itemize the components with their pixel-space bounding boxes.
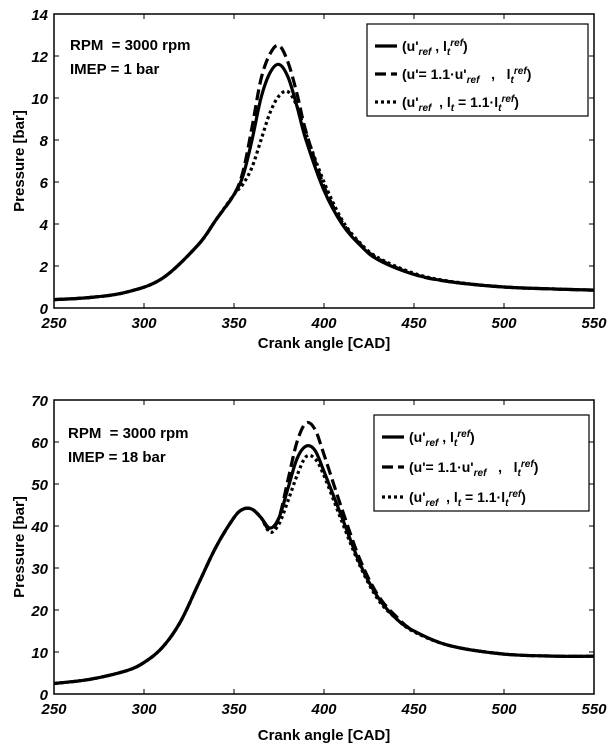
y-tick-label: 8 (40, 133, 49, 150)
x-axis-label: Crank angle [CAD] (258, 727, 391, 744)
x-tick-label: 500 (491, 315, 517, 332)
y-tick-label: 2 (39, 259, 49, 276)
legend-entry: (u'ref , lt = 1.1·ltref) (409, 489, 526, 509)
y-tick-label: 0 (40, 687, 49, 704)
x-tick-label: 400 (310, 701, 337, 718)
legend-box (373, 414, 590, 512)
legend-text-part: (u'= 1.1·u' (402, 66, 467, 82)
y-tick-label: 60 (31, 435, 48, 452)
legend-text-part: ref (467, 75, 481, 86)
legend-box (366, 23, 589, 117)
x-tick-label: 250 (40, 701, 67, 718)
legend-text-part: ref (474, 468, 488, 479)
legend-text-part: = 1.1·l (454, 94, 498, 110)
legend-text-part: ) (514, 94, 519, 110)
x-tick-label: 350 (221, 315, 247, 332)
legend-text-part: t (454, 438, 458, 449)
x-tick-label: 300 (131, 315, 157, 332)
annotation-text: RPM = 3000 rpm (68, 425, 188, 442)
legend-text-part: , l (486, 459, 517, 475)
series-line-dashed (53, 420, 595, 686)
legend-text-part: (u' (409, 429, 426, 445)
x-tick-label: 500 (491, 701, 517, 718)
legend-text-part: , l (479, 66, 510, 82)
series-layer (53, 43, 595, 302)
x-tick-label: 550 (581, 315, 607, 332)
y-tick-label: 10 (31, 91, 48, 108)
x-axis-label: Crank angle [CAD] (258, 335, 391, 352)
legend-text-part: ) (534, 459, 539, 475)
legend-text-part: ref (419, 103, 433, 114)
legend-text-part: ref (514, 66, 528, 77)
y-tick-label: 4 (39, 217, 49, 234)
chart-panel-1: 250 300 350 400 450 500 550 0 2 4 6 8 10 12 14 Crank an… (11, 7, 607, 352)
legend-text-part: ref (450, 38, 464, 49)
legend-text-part: ref (419, 47, 433, 58)
annotation-text: IMEP = 18 bar (68, 449, 166, 466)
legend-text-part: (u' (402, 38, 419, 54)
legend-text-part: (u' (402, 94, 419, 110)
legend-text-part: , l (438, 489, 457, 505)
legend-text-part: , l (438, 429, 454, 445)
y-tick-label: 20 (30, 603, 48, 620)
y-tick-label: 10 (31, 645, 48, 662)
y-tick-label: 40 (30, 519, 48, 536)
legend-text-part: (u'= 1.1·u' (409, 459, 474, 475)
legend-entry: (u'ref , ltref) (409, 429, 475, 449)
y-tick-label: 6 (40, 175, 49, 192)
series-line-dotted (53, 89, 595, 302)
legend-text-part: , l (431, 38, 447, 54)
legend-text-part: t (458, 498, 462, 509)
y-tick-label: 70 (31, 393, 48, 410)
y-tick-label: 12 (31, 49, 48, 66)
legend: (u'ref , ltref)(u'= 1.1·u'ref , ltref)(u… (373, 414, 590, 512)
series-layer (53, 420, 595, 686)
legend-text-part: ref (457, 429, 471, 440)
legend-text-part: ref (426, 438, 440, 449)
legend-text-part: (u' (409, 489, 426, 505)
legend-text-part: t (447, 47, 451, 58)
legend-text-part: ref (508, 489, 522, 500)
x-tick-label: 250 (40, 315, 67, 332)
y-axis-label: Pressure [bar] (11, 496, 28, 598)
y-tick-label: 50 (31, 477, 48, 494)
legend-text-part: t (511, 75, 515, 86)
legend-text-part: ) (470, 429, 475, 445)
legend-text-part: t (451, 103, 455, 114)
y-axis-label: Pressure [bar] (11, 110, 28, 212)
legend-text-part: t (518, 468, 522, 479)
legend-entry: (u'= 1.1·u'ref , ltref) (409, 459, 538, 479)
legend-text-part: t (505, 498, 509, 509)
legend-text-part: ref (521, 459, 535, 470)
chart-panel-2: 250 300 350 400 450 500 550 0 10 20 30 40 50 60 70 Cran… (11, 393, 607, 744)
annotation-text: RPM = 3000 rpm (70, 37, 190, 54)
annotation-text: IMEP = 1 bar (70, 61, 160, 78)
x-tick-label: 450 (400, 701, 427, 718)
y-tick-label: 14 (31, 7, 48, 24)
x-tick-label: 300 (131, 701, 157, 718)
legend: (u'ref , ltref)(u'= 1.1·u'ref , ltref)(u… (366, 23, 589, 117)
legend-text-part: , l (431, 94, 450, 110)
x-tick-label: 350 (221, 701, 247, 718)
legend-entry: (u'ref , lt = 1.1·ltref) (402, 94, 519, 114)
y-tick-label: 30 (31, 561, 48, 578)
legend-text-part: ) (527, 66, 532, 82)
legend-text-part: ) (463, 38, 468, 54)
legend-text-part: ref (501, 94, 515, 105)
legend-text-part: ref (426, 498, 440, 509)
legend-entry: (u'= 1.1·u'ref , ltref) (402, 66, 531, 86)
x-tick-label: 550 (581, 701, 607, 718)
legend-text-part: ) (521, 489, 526, 505)
legend-entry: (u'ref , ltref) (402, 38, 468, 58)
legend-text-part: t (498, 103, 502, 114)
x-tick-label: 450 (400, 315, 427, 332)
y-tick-label: 0 (40, 301, 49, 318)
x-tick-label: 400 (310, 315, 337, 332)
legend-text-part: = 1.1·l (461, 489, 505, 505)
